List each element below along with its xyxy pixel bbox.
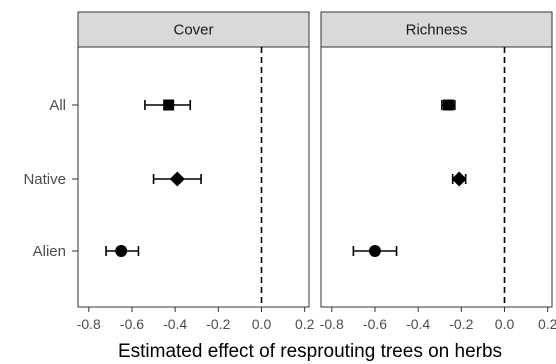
- y-axis: All Native Alien: [23, 97, 78, 260]
- x-tick-label: 0.2: [295, 316, 315, 332]
- panel-strip: [320, 11, 553, 48]
- point-marker-native: [451, 171, 467, 187]
- point-marker-alien: [368, 245, 381, 257]
- point-marker-alien: [115, 245, 128, 257]
- x-tick-label: 0.0: [495, 316, 515, 332]
- x-tick-label: -0.8: [77, 316, 101, 332]
- panel-strip-title: Richness: [406, 22, 468, 39]
- x-tick-label: -0.2: [206, 316, 230, 332]
- x-tick-label: -0.4: [163, 316, 187, 332]
- y-tick-label-all: All: [49, 97, 66, 114]
- panels-layer: Cover -0.8 -0.6 -0.4 -0.2 0.0 0.2 Richness -0.8 -…: [77, 11, 556, 332]
- panel-plot-area: [320, 46, 553, 308]
- panel-richness: Richness -0.8 -0.6 -0.4 -0.2 0.0 0.2: [320, 11, 556, 332]
- y-tick-label-native: Native: [23, 171, 66, 188]
- panel-cover: Cover -0.8 -0.6 -0.4 -0.2 0.0 0.2: [77, 11, 315, 332]
- x-tick-label: 0.0: [252, 316, 272, 332]
- point-marker-all: [442, 99, 454, 111]
- x-tick-label: -0.8: [320, 316, 344, 332]
- x-tick-label: 0.2: [538, 316, 556, 332]
- panel-plot-area: [77, 46, 310, 308]
- x-axis-title: Estimated effect of resprouting trees on…: [118, 341, 502, 362]
- x-tick-label: -0.2: [449, 316, 473, 332]
- point-marker-native: [169, 171, 185, 187]
- panel-strip: [77, 11, 310, 48]
- y-tick-label-alien: Alien: [33, 243, 66, 260]
- x-tick-label: -0.4: [406, 316, 430, 332]
- panel-strip-title: Cover: [173, 22, 213, 39]
- x-tick-label: -0.6: [120, 316, 144, 332]
- x-tick-label: -0.6: [363, 316, 387, 332]
- point-marker-all: [163, 99, 175, 111]
